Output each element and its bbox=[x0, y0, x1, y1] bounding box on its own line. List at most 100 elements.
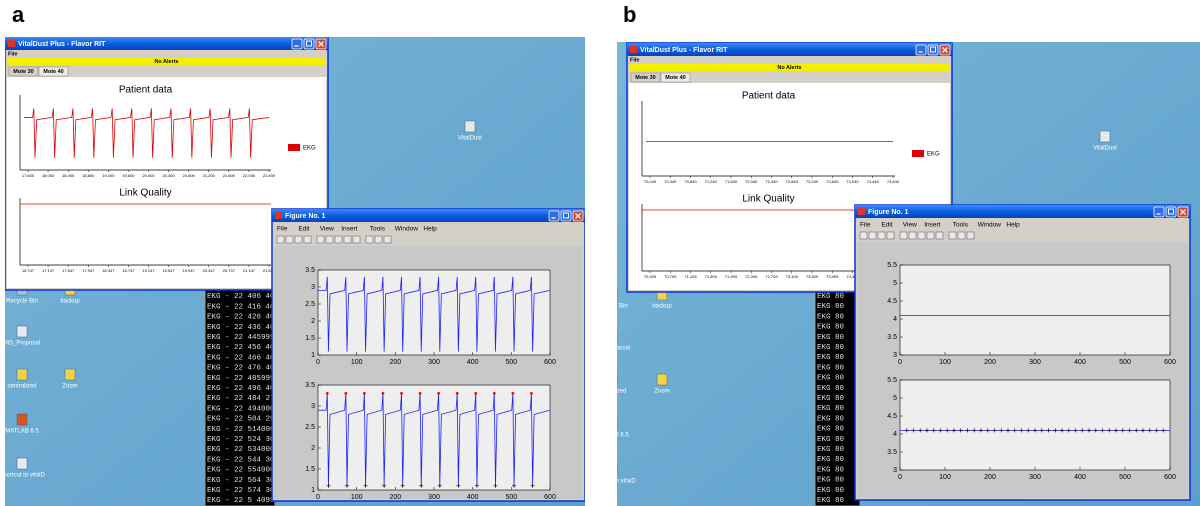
toolbar-button[interactable] bbox=[927, 232, 934, 239]
menu-item[interactable]: Window bbox=[978, 222, 1001, 229]
desktop-icon[interactable] bbox=[17, 414, 27, 425]
minimize-button[interactable] bbox=[549, 211, 559, 221]
desktop-icon-label[interactable]: backup bbox=[652, 304, 672, 310]
toolbar-button[interactable] bbox=[967, 232, 974, 239]
desktop-icon-label[interactable]: Zoom bbox=[654, 389, 669, 395]
x-tick-label: 72,440 bbox=[765, 179, 778, 184]
window-title: Figure No. 1 bbox=[285, 213, 326, 220]
menu-item[interactable]: Help bbox=[423, 226, 437, 233]
toolbar-button[interactable] bbox=[949, 232, 956, 239]
menu-item[interactable]: File bbox=[8, 51, 17, 57]
menu-item[interactable]: View bbox=[903, 222, 917, 229]
desktop-icon[interactable] bbox=[607, 289, 617, 300]
toolbar-button[interactable] bbox=[295, 236, 302, 243]
toolbar-button[interactable] bbox=[887, 232, 894, 239]
toolbar-button[interactable] bbox=[277, 236, 284, 243]
terminal-line: EKG 80 bbox=[817, 497, 845, 505]
desktop-icon-label[interactable]: Zoom bbox=[62, 384, 77, 390]
menu-item[interactable]: File bbox=[860, 222, 871, 229]
menu-item[interactable]: Help bbox=[1006, 222, 1020, 229]
toolbar-button[interactable] bbox=[326, 236, 333, 243]
toolbar-button[interactable] bbox=[366, 236, 373, 243]
menu-item[interactable]: View bbox=[320, 226, 334, 233]
terminal-line: EKG 80 bbox=[817, 405, 845, 413]
toolbar-button[interactable] bbox=[878, 232, 885, 239]
desktop-icon-label[interactable]: MATLAB 6.5 bbox=[595, 433, 629, 439]
desktop-icon[interactable] bbox=[17, 458, 27, 469]
peak-marker bbox=[474, 392, 477, 395]
menu-item[interactable]: Insert bbox=[924, 222, 940, 229]
menu-item[interactable]: File bbox=[630, 57, 639, 63]
menu-item[interactable]: Tools bbox=[370, 226, 386, 233]
minimize-button[interactable] bbox=[1154, 207, 1164, 217]
terminal-line: EKG 80 bbox=[817, 466, 845, 474]
legend-swatch bbox=[288, 144, 300, 151]
menu-item[interactable]: Window bbox=[395, 226, 418, 233]
desktop-icon[interactable] bbox=[607, 331, 617, 342]
y-tick-label: 3 bbox=[311, 403, 315, 410]
axes bbox=[900, 380, 1170, 470]
desktop-icon-label[interactable]: Recycle Bin bbox=[6, 299, 38, 305]
x-tick-label: 19,600 bbox=[122, 173, 135, 178]
y-tick-label: 1 bbox=[311, 487, 315, 494]
menu-item[interactable]: Edit bbox=[881, 222, 892, 229]
menu-item[interactable]: Tools bbox=[953, 222, 969, 229]
x-tick-label: 71,909 bbox=[725, 274, 738, 279]
desktop-icon[interactable] bbox=[465, 121, 475, 132]
desktop-icon[interactable] bbox=[657, 374, 667, 385]
peak-marker bbox=[344, 392, 347, 395]
toolbar-button[interactable] bbox=[909, 232, 916, 239]
toolbar-button[interactable] bbox=[958, 232, 965, 239]
desktop-icon[interactable] bbox=[17, 326, 27, 337]
alert-text: No Alerts bbox=[154, 59, 178, 65]
x-tick-label: 18,800 bbox=[82, 173, 95, 178]
x-tick-label: 21,600 bbox=[223, 173, 236, 178]
desktop-icon-label[interactable]: VitalDust bbox=[458, 136, 482, 142]
menu-item[interactable]: File bbox=[277, 226, 288, 233]
tab-label[interactable]: Mote 30 bbox=[635, 75, 655, 81]
toolbar-button[interactable] bbox=[860, 232, 867, 239]
toolbar-button[interactable] bbox=[384, 236, 391, 243]
toolbar-button[interactable] bbox=[900, 232, 907, 239]
toolbar-button[interactable] bbox=[335, 236, 342, 243]
toolbar-button[interactable] bbox=[304, 236, 311, 243]
desktop-icon[interactable] bbox=[607, 418, 617, 429]
desktop-icon[interactable] bbox=[607, 464, 617, 475]
desktop-icon-label[interactable]: backup bbox=[60, 299, 80, 305]
desktop-icon[interactable] bbox=[607, 374, 617, 385]
menu-item[interactable]: Insert bbox=[341, 226, 357, 233]
desktop-icon[interactable] bbox=[17, 369, 27, 380]
toolbar-button[interactable] bbox=[353, 236, 360, 243]
tab-label[interactable]: Mote 30 bbox=[13, 69, 33, 75]
desktop-icon-label[interactable]: Shortcut to vitalD bbox=[0, 473, 46, 479]
desktop-icon[interactable] bbox=[65, 369, 75, 380]
tab-label[interactable]: Mote 40 bbox=[665, 75, 685, 81]
desktop-icon-label[interactable]: Recycle Bin bbox=[596, 304, 628, 310]
toolbar-button[interactable] bbox=[936, 232, 943, 239]
menu-item[interactable]: Edit bbox=[298, 226, 309, 233]
y-tick-label: 3.5 bbox=[887, 449, 897, 456]
desktop-icon-label[interactable]: MS_Proposal bbox=[594, 346, 630, 352]
desktop-icon-label[interactable]: MS_Proposal bbox=[4, 341, 40, 347]
desktop-icon[interactable] bbox=[1100, 131, 1110, 142]
x-tick-label: 200 bbox=[984, 359, 996, 366]
x-tick-label: 19,147 bbox=[142, 268, 155, 273]
desktop-icon-label[interactable]: MATLAB 6.5 bbox=[5, 429, 39, 435]
terminal-line: EKG 80 bbox=[817, 415, 845, 423]
minimize-button[interactable] bbox=[292, 39, 302, 49]
toolbar-button[interactable] bbox=[375, 236, 382, 243]
toolbar-button[interactable] bbox=[317, 236, 324, 243]
toolbar-button[interactable] bbox=[286, 236, 293, 243]
minimize-button[interactable] bbox=[916, 45, 926, 55]
x-tick-label: 73,509 bbox=[806, 274, 819, 279]
desktop-icon-label[interactable]: Shortcut on vitalD bbox=[588, 479, 636, 485]
toolbar-button[interactable] bbox=[344, 236, 351, 243]
y-tick-label: 3 bbox=[893, 352, 897, 359]
desktop-icon-label[interactable]: VitalDust bbox=[1093, 146, 1117, 152]
toolbar-button[interactable] bbox=[869, 232, 876, 239]
tab-label[interactable]: Mote 40 bbox=[43, 69, 63, 75]
toolbar-button[interactable] bbox=[918, 232, 925, 239]
x-tick-label: 300 bbox=[428, 359, 440, 366]
desktop-icon-label[interactable]: centralized bbox=[597, 389, 626, 395]
desktop-icon-label[interactable]: centralized bbox=[7, 384, 36, 390]
